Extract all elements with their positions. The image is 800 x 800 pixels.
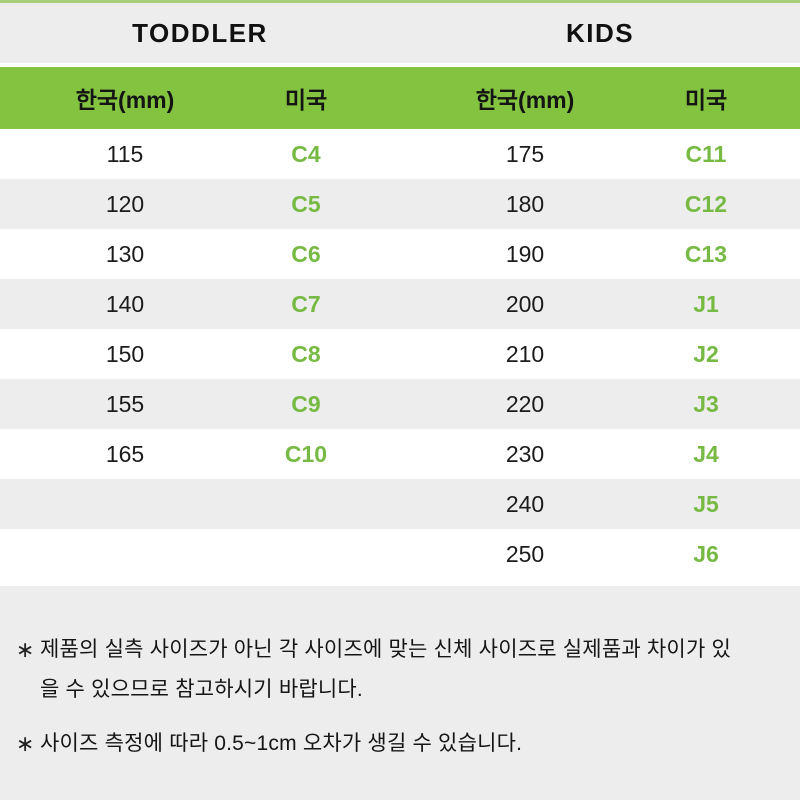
- size-table-body: 115 C4 175 C11 120 C5 180 C12 130 C6 190 C13 140 C7 20…: [0, 129, 800, 579]
- korea-size-value: 175: [505, 140, 545, 167]
- kids-korea-column-header: 한국(mm): [475, 87, 575, 113]
- row-section-group: 115 C4: [0, 129, 400, 179]
- row-section-group: 250 J6: [400, 529, 800, 579]
- korea-size-value: 115: [106, 140, 144, 167]
- footnote-text: 제품의 실측 사이즈가 아닌 각 사이즈에 맞는 신체 사이즈로 실제품과 차이…: [40, 638, 732, 701]
- section-title-band: TODDLER KIDS: [0, 3, 800, 63]
- table-row: 140 C7 200 J1: [0, 279, 800, 329]
- asterisk-bullet: ∗: [16, 637, 35, 662]
- us-size-value: C6: [291, 240, 321, 267]
- toddler-header-group: 한국(mm) 미국: [0, 67, 400, 129]
- row-section-group: 200 J1: [400, 279, 800, 329]
- row-section-group: 150 C8: [0, 329, 400, 379]
- kids-section-title: KIDS: [565, 17, 635, 48]
- row-section-group: 165 C10: [0, 429, 400, 479]
- toddler-us-column-header: 미국: [284, 87, 328, 113]
- korea-size-value: [0, 479, 250, 529]
- us-size-value: C9: [291, 390, 321, 417]
- footnotes: ∗ 제품의 실측 사이즈가 아닌 각 사이즈에 맞는 신체 사이즈로 실제품과 …: [0, 586, 800, 800]
- us-size-value: J5: [693, 490, 719, 517]
- row-section-group: 220 J3: [400, 379, 800, 429]
- row-section-group: [0, 529, 400, 579]
- korea-size-value: 155: [105, 390, 145, 417]
- korea-size-value: 190: [505, 240, 545, 267]
- table-row: 130 C6 190 C13: [0, 229, 800, 279]
- toddler-section-title: TODDLER: [132, 17, 268, 48]
- table-row: 155 C9 220 J3: [0, 379, 800, 429]
- row-section-group: 120 C5: [0, 179, 400, 229]
- row-section-group: 140 C7: [0, 279, 400, 329]
- korea-size-value: [0, 529, 250, 579]
- us-size-value: J4: [693, 440, 719, 467]
- korea-size-value: 180: [505, 190, 545, 217]
- korea-size-value: 250: [505, 540, 545, 567]
- us-size-value: J1: [693, 290, 719, 317]
- us-size-value: C8: [291, 340, 321, 367]
- table-row: 250 J6: [0, 529, 800, 579]
- table-row: 150 C8 210 J2: [0, 329, 800, 379]
- footnote-item: ∗ 사이즈 측정에 따라 0.5~1cm 오차가 생길 수 있습니다.: [16, 724, 752, 764]
- row-section-group: [0, 479, 400, 529]
- asterisk-bullet: ∗: [16, 731, 35, 756]
- us-size-value: C7: [291, 290, 321, 317]
- us-size-value: C11: [685, 140, 727, 167]
- table-header-row: 한국(mm) 미국 한국(mm) 미국: [0, 67, 800, 129]
- kids-us-column-header: 미국: [684, 87, 728, 113]
- us-size-value: C4: [291, 140, 321, 167]
- footnote-text: 사이즈 측정에 따라 0.5~1cm 오차가 생길 수 있습니다.: [40, 732, 523, 755]
- us-size-value: C13: [684, 240, 728, 267]
- table-row: 120 C5 180 C12: [0, 179, 800, 229]
- us-size-value: [250, 529, 400, 579]
- korea-size-value: 240: [505, 490, 545, 517]
- row-section-group: 130 C6: [0, 229, 400, 279]
- us-size-value: J6: [693, 540, 719, 567]
- table-row: 165 C10 230 J4: [0, 429, 800, 479]
- us-size-value: C10: [284, 440, 328, 467]
- row-section-group: 180 C12: [400, 179, 800, 229]
- table-row: 240 J5: [0, 479, 800, 529]
- row-section-group: 155 C9: [0, 379, 400, 429]
- korea-size-value: 200: [505, 290, 545, 317]
- korea-size-value: 140: [105, 290, 145, 317]
- table-row: 115 C4 175 C11: [0, 129, 800, 179]
- us-size-value: J3: [693, 390, 719, 417]
- row-section-group: 190 C13: [400, 229, 800, 279]
- korea-size-value: 120: [105, 190, 145, 217]
- korea-size-value: 150: [105, 340, 145, 367]
- row-section-group: 175 C11: [400, 129, 800, 179]
- korea-size-value: 210: [505, 340, 545, 367]
- korea-size-value: 220: [505, 390, 545, 417]
- kids-header-group: 한국(mm) 미국: [400, 67, 800, 129]
- row-section-group: 210 J2: [400, 329, 800, 379]
- footnote-item: ∗ 제품의 실측 사이즈가 아닌 각 사이즈에 맞는 신체 사이즈로 실제품과 …: [16, 630, 752, 710]
- korea-size-value: 130: [105, 240, 145, 267]
- us-size-value: C12: [684, 190, 728, 217]
- top-accent-line: [0, 0, 800, 3]
- toddler-korea-column-header: 한국(mm): [75, 87, 175, 113]
- row-section-group: 240 J5: [400, 479, 800, 529]
- us-size-value: [250, 479, 400, 529]
- korea-size-value: 165: [105, 440, 145, 467]
- us-size-value: J2: [693, 340, 719, 367]
- korea-size-value: 230: [505, 440, 545, 467]
- table-notes-gap: [0, 579, 800, 586]
- row-section-group: 230 J4: [400, 429, 800, 479]
- us-size-value: C5: [291, 190, 321, 217]
- title-header-gap: [0, 63, 800, 67]
